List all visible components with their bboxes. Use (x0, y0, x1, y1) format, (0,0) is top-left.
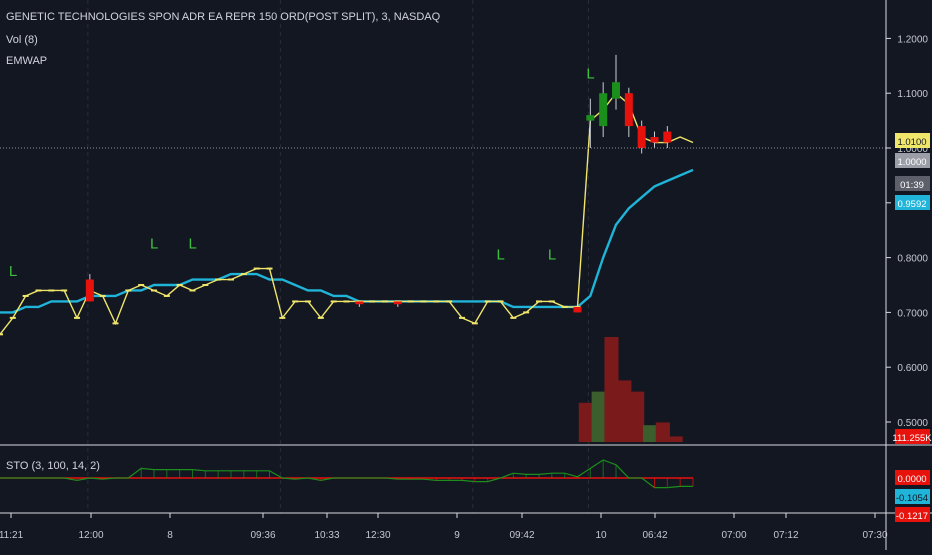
time-tick-label: 09:36 (250, 530, 275, 541)
time-tick-label: 10:33 (314, 530, 339, 541)
signal-marker: L (189, 235, 197, 252)
signal-marker: L (586, 66, 594, 83)
signal-markers: L L L L L L (9, 66, 595, 280)
emwap-badge-text: 0.9592 (897, 199, 926, 210)
candles (85, 54, 672, 313)
volume-bar (642, 425, 658, 442)
candle-body (663, 131, 672, 143)
last-price-badge-text: 1.0100 (897, 137, 926, 148)
signal-marker: L (497, 246, 505, 263)
candle-body (650, 137, 659, 143)
volume-bar (630, 391, 645, 442)
candle-body (586, 115, 595, 121)
candle-body (637, 126, 646, 148)
time-tick-label: 10 (595, 530, 607, 541)
volume-badge (895, 429, 930, 444)
sto-k-badge (895, 470, 930, 485)
volume-indicator-label[interactable]: Vol (8) (6, 34, 38, 46)
sto-extra-badge-text: -0.1217 (896, 511, 928, 522)
time-tick-label: 9 (454, 530, 460, 541)
sto-indicator (0, 459, 694, 489)
time-tick-label: 8 (167, 530, 173, 541)
candle-body (612, 82, 620, 99)
volume-bar (617, 380, 632, 442)
time-tick-label: 12:00 (78, 530, 103, 541)
price-tick-label: 1.0000 (897, 144, 928, 155)
time-tick-label: 07:30 (862, 530, 887, 541)
price-tick-label: 0.8000 (897, 254, 928, 265)
symbol-title[interactable]: GENETIC TECHNOLOGIES SPON ADR EA REPR 15… (6, 11, 441, 23)
countdown-badge-text: 01:39 (900, 180, 924, 191)
candle-body (85, 279, 94, 302)
price-tick-label: 0.7000 (897, 308, 928, 319)
volume-bar (578, 402, 593, 442)
sto-d-badge (895, 489, 930, 504)
sto-d-badge-text: -0.1054 (896, 493, 928, 504)
time-tick-label: 07:00 (721, 530, 746, 541)
close-price-badge-text: 1.0000 (897, 157, 926, 168)
last-price-badge (895, 133, 930, 148)
sto-k-badge-text: 0.0000 (897, 474, 926, 485)
time-tick-label: 09:42 (509, 530, 534, 541)
sto-extra-badge (895, 507, 930, 522)
time-tick-label: 11:21 (0, 530, 24, 541)
volume-bar (591, 391, 606, 442)
volume-bar (668, 436, 683, 442)
emwap-indicator-label[interactable]: EMWAP (6, 55, 47, 67)
close-price-badge (895, 153, 930, 168)
price-tick-label: 0.6000 (897, 363, 928, 374)
signal-marker: L (9, 263, 17, 280)
time-axis[interactable]: 11:21 12:00 8 09:36 10:33 12:30 9 09:42 10 06:42 0… (0, 513, 888, 541)
sto-indicator-label[interactable]: STO (3, 100, 14, 2) (6, 460, 100, 472)
countdown-badge (895, 176, 930, 191)
signal-marker: L (548, 246, 556, 263)
volume-bar (655, 422, 670, 442)
volume-bar (604, 337, 619, 442)
time-tick-label: 06:42 (642, 530, 667, 541)
emwap-badge (895, 195, 930, 210)
candle-body (355, 301, 364, 305)
candle-body (599, 93, 608, 127)
time-tick-label: 07:12 (773, 530, 798, 541)
price-badges: 1.01001.000001:390.9592111.255K0.0000-0.… (892, 133, 932, 522)
signal-marker: L (150, 235, 158, 252)
price-tick-label: 1.2000 (897, 34, 928, 45)
candle-body (393, 301, 402, 305)
candle-body (624, 93, 633, 127)
volume-bars (578, 337, 683, 442)
price-tick-label: 1.1000 (897, 89, 928, 100)
candle-body (573, 306, 582, 313)
time-tick-label: 12:30 (365, 530, 390, 541)
price-tick-label: 0.5000 (897, 418, 928, 429)
volume-badge-text: 111.255K (892, 433, 932, 444)
